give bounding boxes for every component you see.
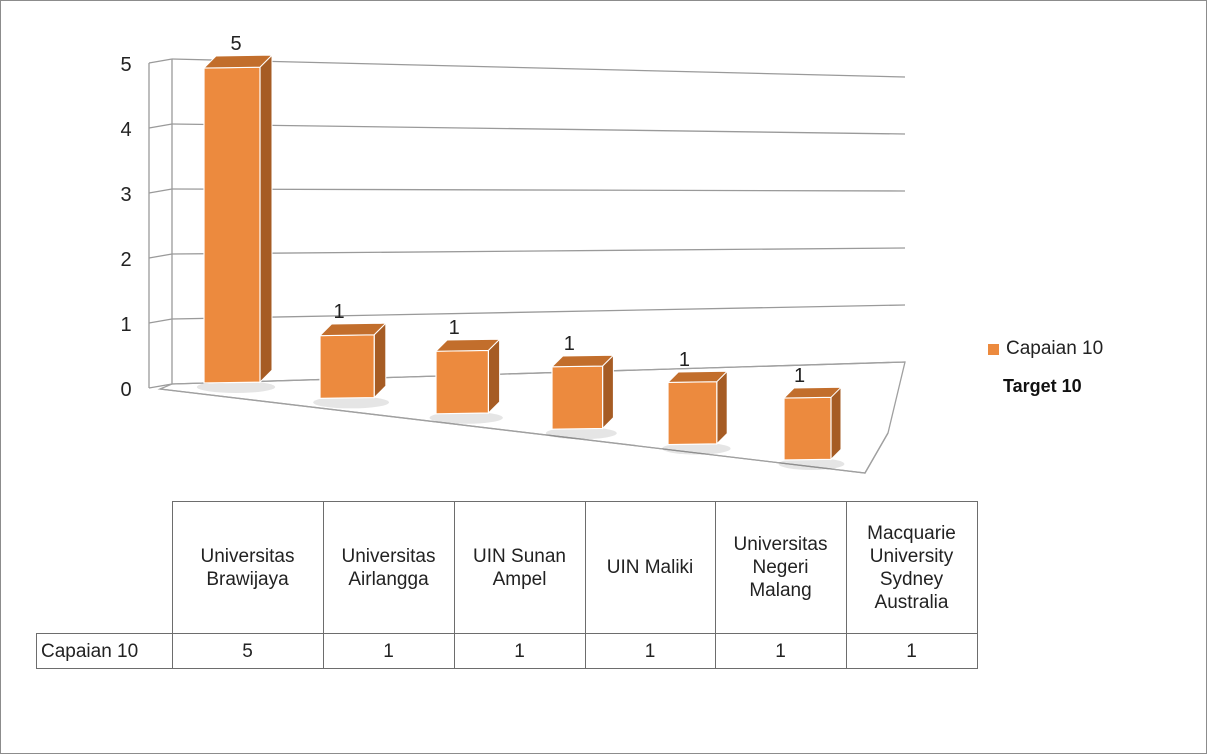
floor-front-edge: [159, 388, 889, 474]
data-table-column-header: Macquarie University Sydney Australia: [845, 501, 978, 634]
y-tick-label: 2: [120, 249, 131, 271]
tick-mark: [148, 123, 173, 129]
bar-top-face: [318, 322, 388, 337]
bar-side-face: [830, 386, 842, 461]
bar-top-face: [434, 338, 501, 352]
legend-swatch: [988, 343, 999, 355]
gridline: [171, 188, 906, 192]
bar-side-face: [373, 321, 387, 399]
legend-item: Capaian 10: [988, 338, 1103, 360]
data-table-column-header: UIN Sunan Ampel: [453, 501, 586, 634]
legend-label: Capaian 10: [1006, 338, 1104, 359]
column-header-line: Universitas: [200, 545, 295, 567]
column-header-line: Sydney: [879, 568, 944, 590]
bar-side-face: [259, 53, 273, 384]
y-tick-label: 1: [120, 314, 131, 336]
bar-shadow: [429, 411, 503, 424]
data-table-cell: 5: [171, 633, 324, 669]
legend: Capaian 10 Target 10: [988, 338, 1103, 397]
data-label: 1: [564, 333, 575, 355]
tick-mark: [148, 188, 173, 194]
bar-top-face: [666, 370, 729, 383]
y-tick-label: 4: [120, 119, 131, 141]
bar-shadow: [313, 396, 390, 409]
data-label: 1: [449, 317, 460, 339]
bar-side-face: [487, 338, 501, 415]
bar-top-face: [782, 386, 843, 399]
data-table-column-header: UIN Maliki: [584, 501, 716, 634]
bar-shadow: [662, 442, 731, 455]
bar: [203, 66, 261, 384]
bars: [196, 53, 845, 470]
data-table-cell: 1: [845, 633, 978, 669]
gridline: [171, 123, 906, 135]
data-table-column-header: Universitas Negeri Malang: [714, 501, 847, 634]
bar-side-face: [716, 370, 728, 446]
bar-top-face: [202, 54, 274, 69]
column-header-line: Negeri: [752, 557, 809, 578]
gridline: [171, 304, 906, 320]
axes: [148, 59, 173, 388]
bar-side-face: [602, 354, 614, 430]
data-table-cell: 1: [322, 633, 455, 669]
gridline: [171, 247, 906, 255]
tick-mark: [148, 253, 173, 259]
bar: [319, 334, 375, 400]
tick-mark: [148, 383, 173, 389]
data-table-header-row: Universitas Brawijaya Universitas Airlangga…: [36, 501, 978, 634]
data-labels: 5 1 1 1 1 1: [230, 33, 805, 387]
data-table: Universitas Brawijaya Universitas Airlangga…: [36, 501, 978, 669]
data-table-value-row: Capaian 10 5 1 1 1 1 1: [36, 633, 978, 669]
column-header-line: Airlangga: [348, 568, 429, 590]
bar: [783, 396, 832, 461]
data-table-column-header: Universitas Brawijaya: [171, 501, 324, 634]
chart-floor: [157, 361, 906, 474]
data-label: 1: [679, 349, 690, 371]
data-table-cell: 1: [453, 633, 586, 669]
data-table-cell: 1: [584, 633, 716, 669]
legend-note: Target 10: [1003, 376, 1082, 396]
bar: [435, 349, 489, 415]
data-table-row-label: Capaian 10: [36, 633, 173, 669]
column-header-line: Universitas: [341, 545, 436, 567]
data-table-cell: 1: [714, 633, 847, 669]
bar: [667, 381, 718, 446]
data-label: 5: [230, 33, 241, 55]
y-tick-label: 0: [120, 379, 131, 401]
y-tick-label: 3: [120, 184, 131, 206]
column-header-line: Macquarie: [867, 522, 956, 544]
column-header-line: Universitas: [733, 534, 828, 555]
data-table-corner: [36, 501, 173, 634]
data-table-column-header: Universitas Airlangga: [322, 501, 455, 634]
tick-mark: [148, 318, 173, 324]
y-tick-label: 5: [120, 54, 131, 76]
bar: [551, 365, 604, 430]
bar-top-face: [550, 354, 615, 368]
data-label: 1: [794, 365, 805, 387]
bar-shadow: [196, 381, 276, 393]
column-header-line: UIN Sunan: [473, 545, 566, 567]
column-header-line: UIN Maliki: [606, 557, 694, 578]
bar-shadow: [778, 458, 845, 470]
column-header-line: Brawijaya: [206, 568, 289, 590]
data-label: 1: [334, 301, 345, 323]
column-header-line: Australia: [874, 591, 949, 613]
y-axis-ticks: 0 1 2 3 4 5: [120, 54, 131, 401]
tick-mark: [148, 58, 173, 64]
column-header-line: Ampel: [492, 568, 547, 590]
column-header-line: University: [869, 545, 954, 567]
gridline: [171, 58, 906, 78]
bar-shadow: [545, 427, 617, 440]
column-header-line: Malang: [749, 580, 812, 601]
